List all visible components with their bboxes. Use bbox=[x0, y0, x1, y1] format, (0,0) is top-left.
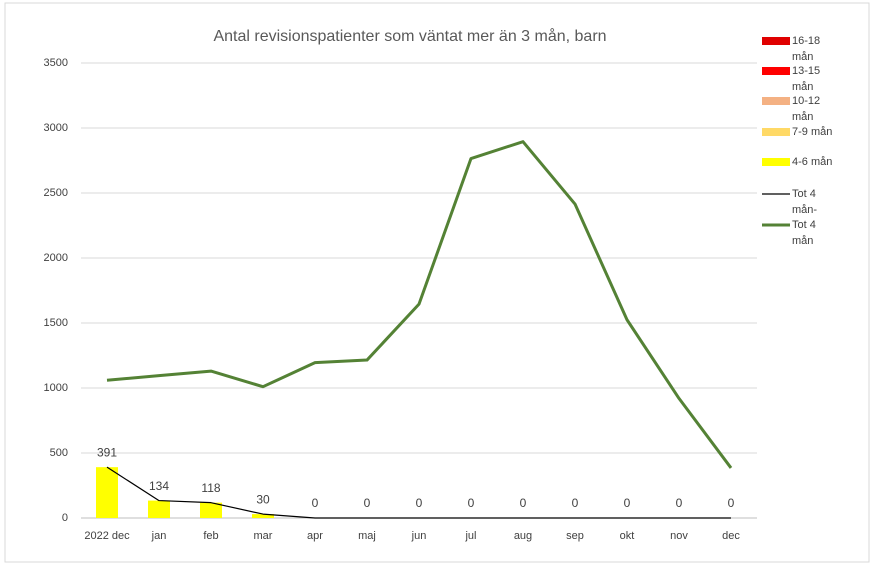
y-tick-label: 1500 bbox=[44, 317, 68, 329]
legend-label: 16-18 mån bbox=[792, 35, 821, 63]
legend-item: 13-15 mån bbox=[792, 65, 821, 93]
line bbox=[106, 140, 733, 469]
x-tick-label: nov bbox=[670, 530, 688, 542]
data-label: 0 bbox=[364, 496, 371, 510]
data-label: 391 bbox=[97, 445, 117, 459]
legend-label: 4-6 mån bbox=[792, 156, 833, 168]
x-tick-label: jan bbox=[151, 530, 167, 542]
y-tick-label: 1000 bbox=[44, 382, 68, 394]
x-tick-label: dec bbox=[722, 530, 740, 542]
legend-item: 7-9 mån bbox=[792, 126, 833, 138]
x-tick-label: mar bbox=[254, 530, 273, 542]
data-label: 0 bbox=[312, 496, 319, 510]
y-tick-label: 2000 bbox=[44, 252, 68, 264]
bar bbox=[148, 500, 170, 518]
x-tick-label: feb bbox=[203, 530, 218, 542]
bar bbox=[200, 502, 222, 518]
y-tick-label: 500 bbox=[50, 447, 68, 459]
data-label: 134 bbox=[149, 479, 169, 493]
legend-swatch bbox=[762, 67, 790, 75]
x-tick-label: sep bbox=[566, 530, 584, 542]
x-tick-label: apr bbox=[307, 530, 323, 542]
data-label: 0 bbox=[416, 496, 423, 510]
x-tick-label: aug bbox=[514, 530, 532, 542]
legend-swatch bbox=[762, 158, 790, 166]
data-label: 118 bbox=[201, 481, 220, 495]
data-label: 30 bbox=[256, 492, 270, 506]
y-tick-label: 3500 bbox=[44, 57, 68, 69]
data-label: 0 bbox=[520, 496, 527, 510]
y-tick-label: 0 bbox=[62, 512, 68, 524]
legend-label: Tot 4 mån 2022 bbox=[792, 219, 816, 247]
legend-label: 10-12 mån bbox=[792, 95, 821, 123]
legend-label: 13-15 mån bbox=[792, 65, 821, 93]
y-tick-label: 3000 bbox=[44, 122, 68, 134]
x-tick-label: 2022 dec bbox=[84, 530, 130, 542]
legend-item: 16-18 mån bbox=[792, 35, 821, 63]
data-label: 0 bbox=[728, 496, 735, 510]
chart-frame bbox=[4, 2, 870, 563]
chart-title: Antal revisionspatienter som väntat mer … bbox=[213, 27, 606, 45]
x-tick-label: jun bbox=[411, 530, 427, 542]
x-tick-label: jul bbox=[464, 530, 476, 542]
legend-item: 4-6 mån bbox=[792, 156, 833, 168]
x-tick-label: maj bbox=[358, 530, 376, 542]
legend-label: Tot 4 mån- bbox=[792, 188, 818, 216]
data-label: 0 bbox=[572, 496, 579, 510]
y-tick-label: 2500 bbox=[44, 187, 68, 199]
data-label: 0 bbox=[676, 496, 683, 510]
line bbox=[106, 466, 731, 519]
data-label: 0 bbox=[624, 496, 631, 510]
data-label: 0 bbox=[468, 496, 475, 510]
bar bbox=[252, 514, 274, 518]
legend-item: 10-12 mån bbox=[792, 95, 821, 123]
legend-item: Tot 4 mån 2022 bbox=[792, 219, 816, 247]
legend-swatch bbox=[762, 97, 790, 105]
legend-label: 7-9 mån bbox=[792, 126, 833, 138]
legend-item: Tot 4 mån- bbox=[792, 188, 818, 216]
legend-swatch bbox=[762, 128, 790, 136]
bar bbox=[96, 467, 118, 518]
legend-swatch bbox=[762, 37, 790, 45]
x-tick-label: okt bbox=[620, 530, 635, 542]
